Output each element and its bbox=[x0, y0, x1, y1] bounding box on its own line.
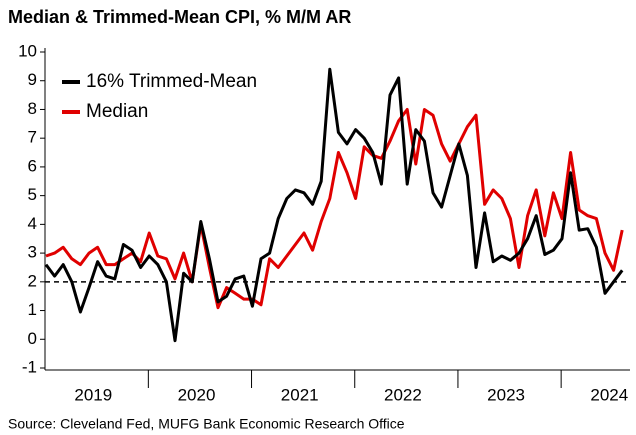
series-line bbox=[45, 108, 624, 310]
y-tick-label: 5 bbox=[28, 185, 37, 204]
chart-title: Median & Trimmed-Mean CPI, % M/M AR bbox=[8, 7, 351, 27]
y-tick-label: 7 bbox=[28, 128, 37, 147]
series-line bbox=[44, 67, 624, 343]
y-tick-label: 3 bbox=[28, 243, 37, 262]
y-tick-label: 4 bbox=[28, 214, 37, 233]
y-tick-label: 0 bbox=[28, 329, 37, 348]
x-tick-label: 2020 bbox=[178, 385, 216, 404]
y-tick-label: 10 bbox=[18, 41, 37, 60]
y-tick-label: 9 bbox=[28, 70, 37, 89]
x-tick-label: 2023 bbox=[487, 385, 525, 404]
y-tick-label: 6 bbox=[28, 156, 37, 175]
legend-label: 16% Trimmed-Mean bbox=[86, 71, 257, 92]
y-tick-label: 1 bbox=[28, 300, 37, 319]
x-tick-label: 2019 bbox=[74, 385, 112, 404]
x-tick-label: 2021 bbox=[281, 385, 319, 404]
source: Source: Cleveland Fed, MUFG Bank Economi… bbox=[8, 416, 405, 432]
legend-label: Median bbox=[86, 101, 148, 122]
x-tick-label: 2022 bbox=[384, 385, 422, 404]
y-tick-label: 8 bbox=[28, 99, 37, 118]
x-tick-label: 2024 bbox=[590, 385, 628, 404]
y-tick-label: 2 bbox=[28, 271, 37, 290]
y-tick-label: -1 bbox=[22, 357, 37, 376]
